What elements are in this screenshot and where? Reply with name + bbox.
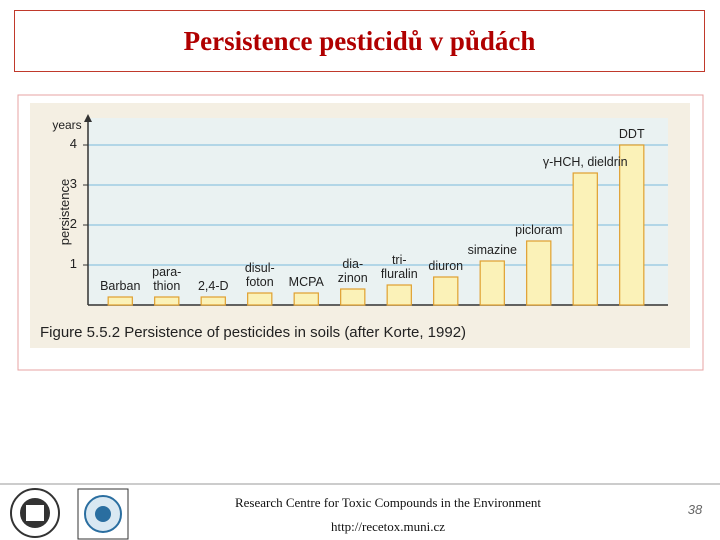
bar bbox=[433, 276, 459, 306]
bar bbox=[200, 296, 226, 306]
y-tick-label: 3 bbox=[69, 176, 77, 191]
category-label: dia- zinon bbox=[337, 257, 368, 285]
category-label: Barban bbox=[100, 279, 141, 293]
figure-caption: Figure 5.5.2 Persistence of pesticides i… bbox=[40, 324, 467, 341]
category-label: simazine bbox=[467, 243, 517, 257]
category-label: DDT bbox=[618, 127, 645, 141]
bar bbox=[340, 288, 366, 306]
y-unit: years bbox=[52, 118, 82, 132]
category-label: disul- foton bbox=[244, 261, 275, 289]
bar bbox=[107, 296, 133, 306]
footer-text: Research Centre for Toxic Compounds in t… bbox=[234, 495, 542, 510]
y-tick-label: 4 bbox=[69, 136, 77, 151]
bar bbox=[479, 260, 505, 306]
logo-recetox bbox=[77, 488, 129, 540]
bar bbox=[619, 144, 645, 306]
bar bbox=[526, 240, 552, 306]
bar bbox=[154, 296, 180, 306]
category-label: MCPA bbox=[288, 275, 324, 289]
y-axis-arrow bbox=[84, 114, 92, 122]
category-label: 2,4-D bbox=[197, 279, 229, 293]
footer-url: http://recetox.muni.cz bbox=[330, 519, 446, 534]
slide-title: Persistence pesticidů v půdách bbox=[14, 10, 705, 72]
category-label: para- thion bbox=[152, 265, 182, 293]
bar bbox=[247, 292, 273, 306]
bar bbox=[386, 284, 412, 306]
plot-area bbox=[88, 118, 668, 305]
category-label: γ-HCH, dieldrin bbox=[542, 155, 628, 169]
category-label: picloram bbox=[515, 223, 563, 237]
category-label: tri- fluralin bbox=[380, 253, 418, 281]
logo-muni bbox=[10, 488, 60, 538]
bar bbox=[572, 172, 598, 306]
y-tick-label: 1 bbox=[69, 256, 77, 271]
y-tick-label: 2 bbox=[69, 216, 77, 231]
category-label: diuron bbox=[428, 259, 464, 273]
bar bbox=[293, 292, 319, 306]
page-number: 38 bbox=[687, 502, 703, 517]
